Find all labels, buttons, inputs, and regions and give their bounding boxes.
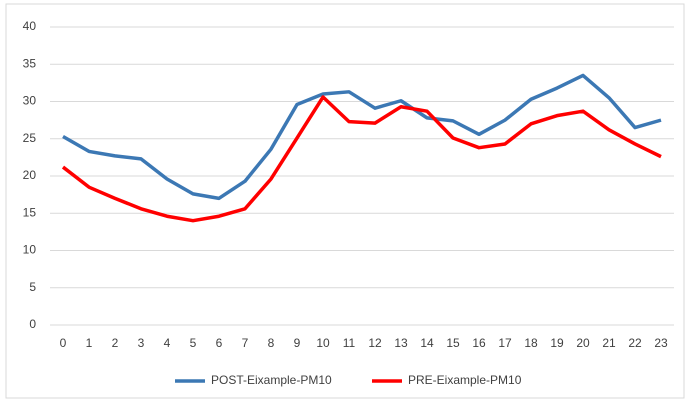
x-tick-label: 11 <box>343 336 356 350</box>
x-tick-label: 21 <box>602 336 616 350</box>
x-tick-label: 16 <box>472 336 486 350</box>
x-tick-label: 19 <box>550 336 564 350</box>
y-tick-label: 10 <box>23 243 37 257</box>
x-tick-label: 23 <box>654 336 668 350</box>
x-tick-label: 10 <box>316 336 330 350</box>
y-tick-label: 0 <box>29 317 36 331</box>
x-tick-label: 0 <box>60 336 67 350</box>
x-tick-label: 20 <box>576 336 590 350</box>
y-tick-label: 40 <box>23 19 37 33</box>
x-tick-label: 3 <box>138 336 145 350</box>
y-tick-label: 35 <box>23 56 37 70</box>
x-tick-label: 12 <box>368 336 382 350</box>
y-tick-label: 20 <box>23 168 37 182</box>
y-tick-label: 5 <box>29 280 36 294</box>
x-tick-label: 7 <box>242 336 249 350</box>
x-tick-label: 13 <box>394 336 408 350</box>
x-tick-label: 4 <box>164 336 171 350</box>
x-tick-label: 17 <box>498 336 512 350</box>
x-tick-label: 2 <box>112 336 119 350</box>
x-tick-label: 1 <box>86 336 93 350</box>
legend-label: PRE-Eixample-PM10 <box>408 373 522 387</box>
y-tick-label: 25 <box>23 131 37 145</box>
legend-label: POST-Eixample-PM10 <box>211 373 332 387</box>
x-tick-label: 15 <box>446 336 460 350</box>
x-tick-label: 22 <box>628 336 642 350</box>
x-tick-label: 9 <box>294 336 301 350</box>
x-tick-label: 6 <box>216 336 223 350</box>
y-tick-label: 15 <box>23 205 37 219</box>
line-series <box>61 95 662 223</box>
x-tick-label: 18 <box>524 336 538 350</box>
x-tick-label: 14 <box>420 336 434 350</box>
x-tick-label: 8 <box>268 336 275 350</box>
x-tick-label: 5 <box>190 336 197 350</box>
line-series <box>62 73 662 201</box>
y-tick-label: 30 <box>23 94 37 108</box>
